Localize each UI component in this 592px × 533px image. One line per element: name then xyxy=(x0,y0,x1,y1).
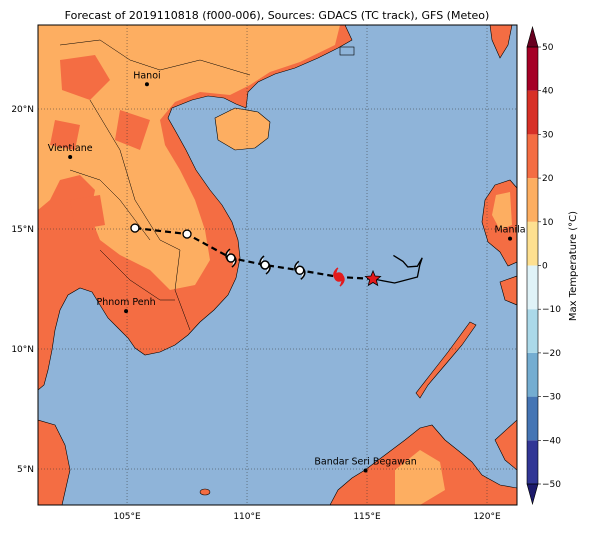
colorbar-segment xyxy=(527,396,538,441)
lon-tick-label: 105°E xyxy=(113,512,141,522)
lowland xyxy=(50,55,150,230)
colorbar-segment xyxy=(527,221,538,266)
colorbar-segment xyxy=(527,265,538,310)
map-title: Forecast of 2019110818 (f000-006), Sourc… xyxy=(65,9,490,22)
hainan xyxy=(214,107,271,151)
colorbar-tick-label: −20 xyxy=(542,349,561,359)
storm-symbol xyxy=(225,248,237,268)
luzon-highland xyxy=(492,192,512,230)
colorbar-under xyxy=(526,483,539,506)
city-marker xyxy=(124,309,129,314)
colorbar-segment xyxy=(527,440,538,484)
city-marker xyxy=(144,82,149,87)
colorbar-tick-label: 0 xyxy=(542,262,548,272)
colorbar-tick-label: 10 xyxy=(542,218,554,228)
city-label: Hanoi xyxy=(133,70,160,81)
graticule: 105°E 110°E 115°E 120°E 5°N 10°N 15°N 20°N xyxy=(11,25,517,522)
city-label: Manila xyxy=(494,225,525,236)
colorbar-tick-label: 30 xyxy=(542,130,554,140)
track-point xyxy=(182,229,192,239)
past-track xyxy=(372,254,423,284)
lat-tick-label: 20°N xyxy=(11,105,34,115)
track-point xyxy=(130,223,140,233)
colorbar-tick-label: −10 xyxy=(542,305,561,315)
lat-tick-label: 15°N xyxy=(11,225,34,235)
overlay: Hanoi Vientiane Manila Phnom Penh Bandar Ser… xyxy=(48,70,526,473)
colorbar-over xyxy=(526,25,539,48)
lon-tick-label: 115°E xyxy=(353,512,381,522)
city-label: Bandar Seri Begawan xyxy=(314,456,416,467)
colorbar-segment xyxy=(527,47,538,91)
lat-tick-label: 10°N xyxy=(11,345,34,355)
lon-tick-label: 120°E xyxy=(473,512,501,522)
island xyxy=(199,488,211,496)
visayas xyxy=(499,275,517,306)
mindanao xyxy=(494,419,517,471)
palawan xyxy=(415,321,477,399)
malay-peninsula xyxy=(38,419,71,505)
colorbar-tick-label: 40 xyxy=(542,87,554,97)
lat-tick-label: 5°N xyxy=(17,465,34,475)
city-marker xyxy=(68,155,73,159)
city-marker xyxy=(363,468,368,473)
storm-symbol xyxy=(294,260,306,280)
colorbar-label: Max Temperature (°C) xyxy=(568,211,579,321)
colorbar-segment xyxy=(527,352,538,397)
colorbar-tick-label: 50 xyxy=(542,43,554,53)
border xyxy=(59,39,251,331)
islet-box xyxy=(339,46,355,56)
colorbar-segment xyxy=(527,90,538,135)
map-frame xyxy=(37,24,518,506)
borneo-highland xyxy=(395,450,445,505)
colorbar-segment xyxy=(527,134,538,179)
colorbar-tick-label: −40 xyxy=(542,436,561,446)
colorbar-tick-label: 20 xyxy=(542,174,554,184)
colorbar-segment xyxy=(527,309,538,353)
city-marker xyxy=(508,236,513,241)
city-label: Vientiane xyxy=(48,143,93,154)
land xyxy=(38,25,517,505)
colorbar-tick-label: −30 xyxy=(542,393,561,403)
colorbar: 50 40 30 20 10 0 −10 −20 −30 −40 −50 xyxy=(526,25,561,506)
current-position xyxy=(364,269,382,287)
colorbar-segment xyxy=(527,178,538,222)
storm-symbol xyxy=(333,267,345,287)
highland xyxy=(38,25,340,290)
taiwan xyxy=(489,25,513,59)
storm-symbol xyxy=(259,255,271,275)
lon-tick-label: 110°E xyxy=(233,512,261,522)
city-label: Phnom Penh xyxy=(97,297,156,308)
colorbar-tick-label: −50 xyxy=(542,480,561,490)
